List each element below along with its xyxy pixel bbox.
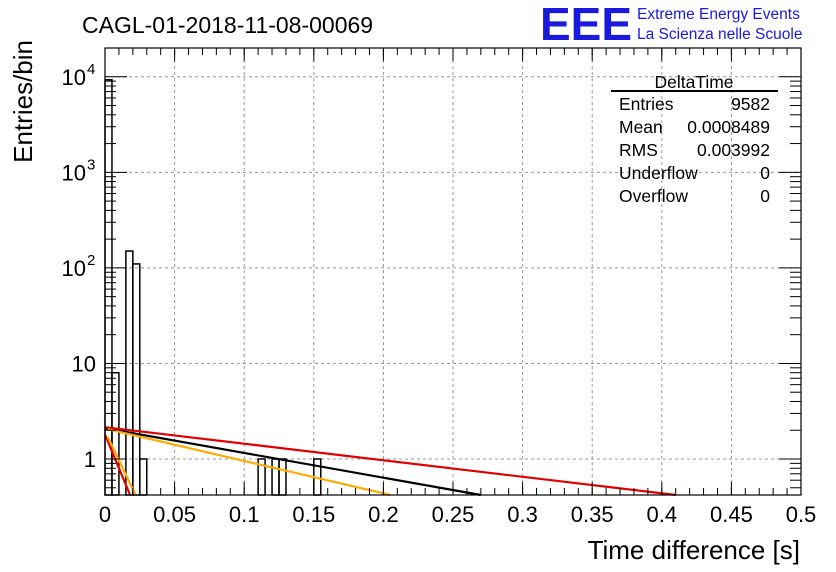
stats-row-value: 0.0008489	[687, 117, 770, 137]
stats-row-value: 0	[760, 186, 770, 206]
fit-curve	[104, 426, 676, 497]
histogram-bin	[278, 458, 287, 496]
y-tick-label: 1	[84, 447, 96, 472]
y-tick-exponent: 2	[87, 252, 95, 269]
x-tick-label: 0.1	[229, 502, 260, 527]
x-tick-label: 0.15	[292, 502, 335, 527]
stats-row-value: 0.003992	[697, 140, 770, 160]
stats-row-label: RMS	[619, 140, 658, 160]
stats-row-value: 0	[760, 163, 770, 183]
y-axis-title: Entries/bin	[8, 40, 38, 163]
x-tick-label: 0.3	[507, 502, 538, 527]
eee-logo: EEE	[540, 0, 632, 50]
y-tick-label: 10	[62, 256, 86, 281]
x-tick-labels: 0 0.05 0.1 0.15 0.2 0.25 0.3 0.35 0.4 0.45 0.5	[99, 502, 816, 527]
grid	[105, 48, 801, 495]
y-tick-label: 10	[62, 65, 86, 90]
x-tick-label: 0.05	[153, 502, 196, 527]
y-tick-label: 10	[72, 351, 96, 376]
fit-curve	[104, 427, 481, 497]
histogram-bin	[132, 263, 141, 496]
stats-row-value: 9582	[731, 94, 770, 114]
histogram-bin	[271, 458, 280, 496]
stats-row-label: Overflow	[619, 186, 688, 206]
y-tick-exponent: 4	[87, 61, 95, 78]
histogram-bin	[111, 371, 120, 496]
plot-area: 0 0.05 0.1 0.15 0.2 0.25 0.3 0.35 0.4 0.45 0.5 1 10…	[62, 47, 816, 527]
stats-rows: Entries 9582 Mean 0.0008489 RMS 0.003992 Under…	[619, 94, 770, 206]
histogram	[104, 79, 322, 496]
y-tick-label: 10	[62, 160, 86, 185]
y-tick-exponent: 3	[87, 156, 95, 173]
fit-curves	[103, 426, 676, 497]
histogram-bin	[125, 250, 134, 496]
x-tick-label: 0	[99, 502, 111, 527]
histogram-bin	[139, 458, 148, 496]
histogram-bin	[104, 79, 113, 496]
x-tick-label: 0.4	[647, 502, 678, 527]
x-tick-label: 0.35	[571, 502, 614, 527]
stats-row-label: Mean	[619, 117, 663, 137]
run-title: CAGL-01-2018-11-08-00069	[82, 12, 373, 38]
x-tick-label: 0.25	[432, 502, 475, 527]
fit-curve	[106, 436, 137, 496]
x-axis-title: Time difference [s]	[588, 535, 800, 565]
logo-line-2: La Scienza nelle Scuole	[637, 26, 802, 43]
x-tick-label: 0.2	[368, 502, 399, 527]
x-tick-label: 0.5	[786, 502, 817, 527]
fit-curve	[103, 434, 132, 496]
fit-curve	[107, 428, 391, 497]
logo-line-1: Extreme Energy Events	[637, 6, 800, 23]
stats-box: DeltaTime Entries 9582 Mean 0.0008489 RMS 0.0…	[611, 72, 778, 206]
axis-ticks	[104, 48, 802, 495]
stats-row-label: Underflow	[619, 163, 698, 183]
stats-row-label: Entries	[619, 94, 674, 114]
stats-title: DeltaTime	[654, 72, 733, 92]
x-tick-label: 0.45	[710, 502, 753, 527]
